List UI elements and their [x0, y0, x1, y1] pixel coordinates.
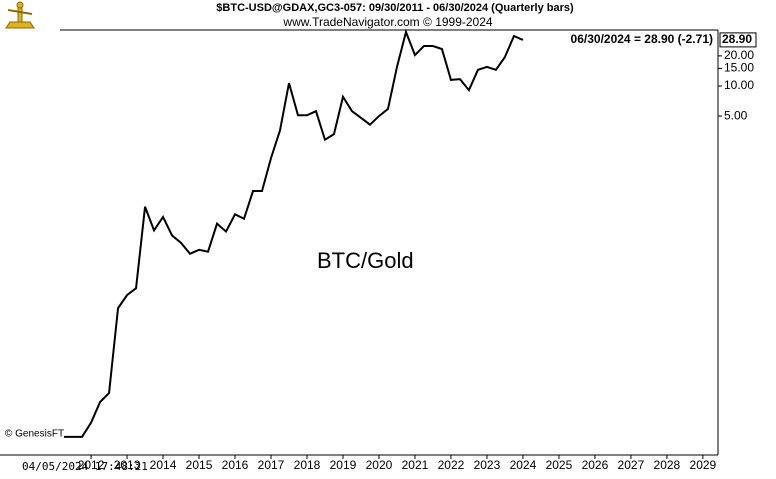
price-line — [64, 28, 524, 438]
timestamp: 04/05/2024 17:48:21 — [22, 460, 148, 473]
x-tick-label: 2025 — [546, 458, 573, 472]
x-tick-label: 2017 — [258, 458, 285, 472]
y-tick-label: 20.00 — [724, 48, 754, 62]
logo — [5, 1, 35, 29]
x-tick-label: 2026 — [582, 458, 609, 472]
x-tick-label: 2018 — [294, 458, 321, 472]
x-tick-label: 2015 — [186, 458, 213, 472]
x-tick-label: 2014 — [150, 458, 177, 472]
chart-subtitle: www.TradeNavigator.com © 1999-2024 — [282, 15, 492, 29]
x-tick-label: 2021 — [402, 458, 429, 472]
x-tick-label: 2028 — [654, 458, 681, 472]
last-value-label: 06/30/2024 = 28.90 (-2.71) — [571, 32, 713, 46]
x-tick-label: 2023 — [474, 458, 501, 472]
y-tick-label: 15.00 — [724, 61, 754, 75]
x-tick-label: 2016 — [222, 458, 249, 472]
x-tick-label: 2024 — [510, 458, 537, 472]
x-tick-label: 2029 — [690, 458, 717, 472]
x-tick-label: 2012 — [78, 458, 105, 472]
last-value-box-label: 28.90 — [722, 32, 752, 46]
chart-title: $BTC-USD@GDAX,GC3-057: 09/30/2011 - 06/3… — [216, 2, 574, 14]
x-tick-label: 2020 — [366, 458, 393, 472]
x-tick-label: 2013 — [114, 458, 141, 472]
y-tick-label: 5.00 — [724, 108, 748, 122]
y-tick-label: 10.00 — [724, 78, 754, 92]
annotation: BTC/Gold — [317, 248, 414, 273]
last-value-box — [719, 32, 757, 48]
x-tick-label: 2022 — [438, 458, 465, 472]
credit: © GenesisFT — [5, 429, 64, 440]
x-tick-label: 2027 — [618, 458, 645, 472]
x-tick-label: 2019 — [330, 458, 357, 472]
